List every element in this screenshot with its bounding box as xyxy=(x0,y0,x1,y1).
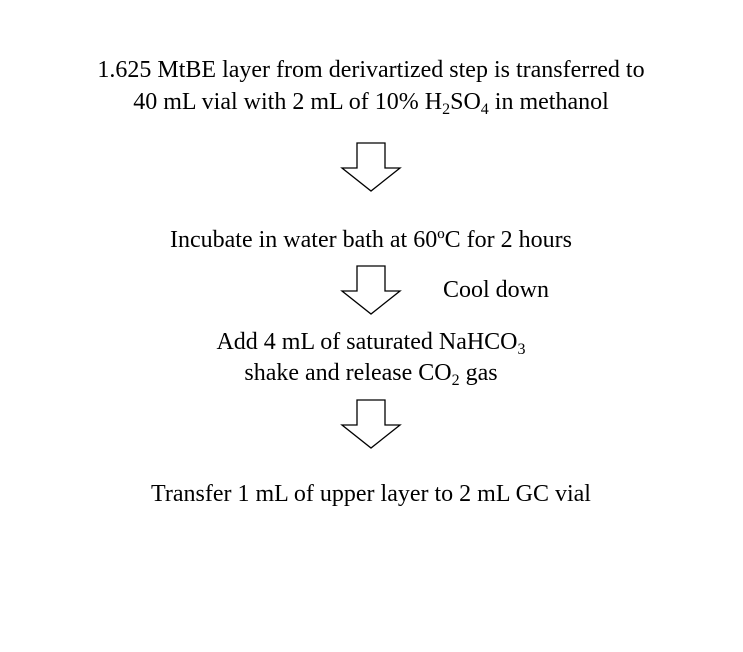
text-run: 1.625 MtBE layer from derivartized step … xyxy=(97,57,644,83)
arrow xyxy=(340,142,402,192)
step-text: 1.625 MtBE layer from derivartized step … xyxy=(97,57,644,83)
subscript: 4 xyxy=(481,101,489,118)
subscript: 2 xyxy=(442,101,450,118)
text-run: Transfer 1 mL of upper layer to 2 mL GC … xyxy=(151,481,591,507)
subscript: 2 xyxy=(452,372,460,389)
text-run: shake and release CO xyxy=(244,360,451,386)
step-text: Incubate in water bath at 60ºC for 2 hou… xyxy=(170,227,572,253)
text-run: gas xyxy=(460,360,498,386)
step-text: 40 mL vial with 2 mL of 10% H2SO4 in met… xyxy=(133,89,609,118)
arrow xyxy=(340,399,402,449)
text-run: in methanol xyxy=(489,89,609,115)
subscript: 3 xyxy=(518,341,526,358)
step-text: shake and release CO2 gas xyxy=(244,360,497,389)
text-run: SO xyxy=(450,89,481,115)
arrow xyxy=(340,265,402,315)
text-run: Incubate in water bath at 60ºC for 2 hou… xyxy=(170,227,572,253)
text-run: 40 mL vial with 2 mL of 10% H xyxy=(133,89,442,115)
text-run: Add 4 mL of saturated NaHCO xyxy=(216,329,517,355)
step-text: Add 4 mL of saturated NaHCO3 xyxy=(216,329,525,358)
step-text: Transfer 1 mL of upper layer to 2 mL GC … xyxy=(151,481,591,507)
arrow-label: Cool down xyxy=(443,277,549,303)
